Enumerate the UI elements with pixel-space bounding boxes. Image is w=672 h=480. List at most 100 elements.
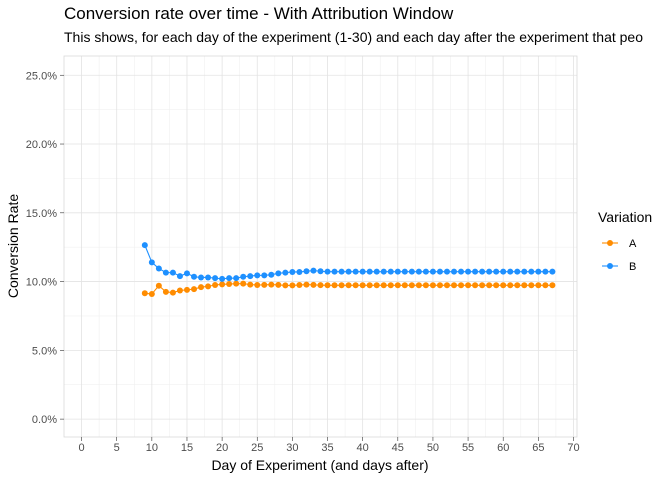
data-point-B <box>148 259 155 266</box>
data-point-A <box>345 282 352 289</box>
data-point-A <box>373 282 380 289</box>
legend-label-A: A <box>629 238 637 250</box>
x-tick-label: 30 <box>286 442 298 454</box>
x-tick-label: 45 <box>392 442 404 454</box>
data-point-B <box>521 268 528 275</box>
y-tick-label: 25.0% <box>26 70 57 82</box>
data-point-B <box>331 268 338 275</box>
data-point-A <box>261 281 268 288</box>
data-point-A <box>212 282 219 289</box>
data-point-B <box>191 273 198 280</box>
x-tick-label: 40 <box>357 442 369 454</box>
data-point-B <box>458 268 465 275</box>
data-point-B <box>310 267 317 274</box>
data-point-B <box>366 268 373 275</box>
data-point-A <box>296 282 303 289</box>
data-point-B <box>183 270 190 277</box>
x-tick-label: 65 <box>532 442 544 454</box>
data-point-B <box>352 268 359 275</box>
data-point-B <box>233 275 240 282</box>
data-point-A <box>493 282 500 289</box>
data-point-B <box>380 268 387 275</box>
data-point-B <box>359 268 366 275</box>
data-point-B <box>401 268 408 275</box>
y-tick-label: 15.0% <box>26 208 57 220</box>
y-tick-label: 20.0% <box>26 139 57 151</box>
data-point-A <box>303 281 310 288</box>
x-tick-label: 60 <box>497 442 509 454</box>
data-point-B <box>275 270 282 277</box>
data-point-A <box>226 281 233 288</box>
y-axis: 0.0% 5.0% 10.0% 15.0% 20.0% 25.0% <box>26 70 64 426</box>
data-point-B <box>261 272 268 279</box>
data-point-B <box>324 268 331 275</box>
series-B <box>141 242 556 282</box>
data-point-A <box>205 283 212 290</box>
data-point-B <box>338 268 345 275</box>
data-point-B <box>387 268 394 275</box>
data-point-A <box>268 281 275 288</box>
data-point-B <box>289 268 296 275</box>
data-point-B <box>443 268 450 275</box>
data-point-A <box>191 286 198 293</box>
data-point-A <box>289 282 296 289</box>
chart-subtitle: This shows, for each day of the experime… <box>64 29 643 45</box>
data-point-A <box>233 280 240 287</box>
data-point-A <box>486 282 493 289</box>
data-point-B <box>317 268 324 275</box>
data-point-B <box>373 268 380 275</box>
data-point-A <box>162 288 169 295</box>
legend-key-point-A <box>607 240 613 246</box>
data-point-B <box>528 268 535 275</box>
data-point-A <box>549 282 556 289</box>
data-point-A <box>500 282 507 289</box>
data-point-A <box>451 282 458 289</box>
data-point-B <box>493 268 500 275</box>
data-point-A <box>535 282 542 289</box>
data-point-A <box>542 282 549 289</box>
data-point-A <box>183 286 190 293</box>
y-axis-title: Conversion Rate <box>5 194 21 298</box>
data-point-B <box>415 268 422 275</box>
series-layer <box>141 242 556 297</box>
data-point-B <box>141 242 148 249</box>
series-A <box>141 280 556 297</box>
data-point-A <box>359 282 366 289</box>
data-point-B <box>226 275 233 282</box>
data-point-B <box>212 275 219 282</box>
data-point-A <box>422 282 429 289</box>
data-point-A <box>401 282 408 289</box>
data-point-B <box>408 268 415 275</box>
data-point-B <box>549 268 556 275</box>
data-point-B <box>514 268 521 275</box>
data-point-B <box>542 268 549 275</box>
data-point-A <box>247 281 254 288</box>
plot-panel-border <box>63 55 578 438</box>
x-tick-label: 0 <box>79 442 85 454</box>
y-tick-label: 5.0% <box>32 345 57 357</box>
data-point-A <box>338 282 345 289</box>
data-point-B <box>219 275 226 282</box>
x-tick-label: 25 <box>251 442 263 454</box>
data-point-A <box>219 281 226 288</box>
data-point-A <box>380 282 387 289</box>
data-point-B <box>296 268 303 275</box>
data-point-B <box>429 268 436 275</box>
data-point-B <box>205 274 212 281</box>
data-point-A <box>324 282 331 289</box>
x-tick-label: 55 <box>462 442 474 454</box>
data-point-B <box>155 265 162 272</box>
data-point-A <box>521 282 528 289</box>
data-point-B <box>486 268 493 275</box>
data-point-B <box>282 269 289 276</box>
x-tick-label: 35 <box>321 442 333 454</box>
data-point-A <box>176 287 183 294</box>
data-point-A <box>169 289 176 296</box>
data-point-B <box>176 273 183 280</box>
data-point-A <box>155 282 162 289</box>
data-point-A <box>408 282 415 289</box>
data-point-A <box>141 290 148 297</box>
data-point-A <box>436 282 443 289</box>
x-tick-label: 15 <box>181 442 193 454</box>
